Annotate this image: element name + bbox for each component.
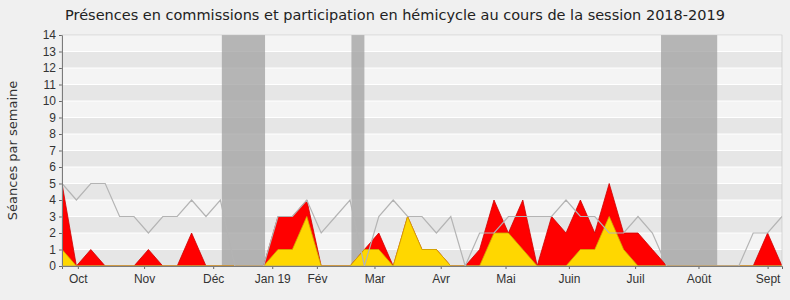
- x-tick: Avr: [432, 266, 450, 286]
- y-tick-mark: [59, 233, 62, 234]
- x-tick: Jan 19: [255, 266, 291, 286]
- x-tick: Août: [687, 266, 712, 286]
- x-tick-label: Jan 19: [255, 272, 291, 286]
- y-tick: 8: [49, 127, 62, 141]
- x-tick-mark: [506, 266, 507, 269]
- y-tick: 0: [49, 259, 62, 273]
- y-tick: 12: [43, 61, 62, 75]
- y-tick: 1: [49, 243, 62, 257]
- background: [0, 0, 790, 300]
- x-tick-mark: [213, 266, 214, 269]
- y-tick-mark: [59, 134, 62, 135]
- y-tick-label: 1: [49, 243, 56, 257]
- y-tick: 9: [49, 111, 62, 125]
- y-tick: 14: [43, 28, 62, 42]
- y-tick-mark: [59, 250, 62, 251]
- y-tick-mark: [59, 101, 62, 102]
- y-axis: 01234567891011121314: [43, 28, 63, 273]
- x-tick-label: Juil: [627, 272, 645, 286]
- y-tick-mark: [59, 184, 62, 185]
- x-tick: Juil: [627, 266, 645, 286]
- x-tick-label: Mar: [365, 272, 386, 286]
- x-tick: Nov: [134, 266, 155, 286]
- y-axis-title: Séances par semaine: [5, 81, 20, 220]
- x-tick-label: Déc: [203, 272, 224, 286]
- y-tick-label: 11: [44, 78, 57, 92]
- x-tick-mark: [441, 266, 442, 269]
- y-tick-label: 12: [43, 61, 57, 75]
- shaded-range: [222, 35, 265, 266]
- x-tick: Mai: [496, 266, 515, 286]
- x-tick-label: Août: [687, 272, 712, 286]
- x-tick-mark: [635, 266, 636, 269]
- y-tick-label: 3: [49, 210, 56, 224]
- y-tick-label: 4: [49, 193, 56, 207]
- y-tick-label: 6: [49, 160, 56, 174]
- y-tick-label: 0: [49, 259, 56, 273]
- title: Présences en commissions et participatio…: [65, 7, 725, 23]
- plot-area: [62, 35, 782, 266]
- x-tick-mark: [698, 266, 699, 269]
- x-tick-label: Mai: [496, 272, 515, 286]
- x-tick-label: Sept: [756, 272, 781, 286]
- marks: [62, 35, 782, 266]
- x-tick-label: Juin: [558, 272, 580, 286]
- y-tick-label: 8: [49, 127, 56, 141]
- y-tick-mark: [59, 52, 62, 53]
- x-tick-label: Nov: [134, 272, 155, 286]
- y-tick: 11: [44, 78, 62, 92]
- y-tick-label: 5: [49, 177, 56, 191]
- line: [62, 184, 782, 267]
- x-tick-mark: [78, 266, 79, 269]
- chart: Oct Nov Déc Jan 19 Fév Mar Avr Mai Juin Juil Août S…: [0, 0, 790, 300]
- x-tick: Fév: [307, 266, 327, 286]
- x-tick-mark: [144, 266, 145, 269]
- x-tick-mark: [374, 266, 375, 269]
- x-tick-mark: [317, 266, 318, 269]
- y-tick-mark: [59, 217, 62, 218]
- y-tick: 4: [49, 193, 62, 207]
- x-tick: Déc: [203, 266, 224, 286]
- area: [62, 184, 782, 267]
- y-tick-label: 14: [43, 28, 57, 42]
- y-tick: 7: [49, 144, 62, 158]
- y-tick-mark: [59, 118, 62, 119]
- y-tick: 3: [49, 210, 62, 224]
- x-tick-label: Oct: [69, 272, 88, 286]
- x-tick: Sept: [756, 266, 781, 286]
- plot-frame: [62, 35, 782, 266]
- y-tick-mark: [59, 167, 62, 168]
- y-tick: 10: [43, 94, 62, 108]
- y-tick: 6: [49, 160, 62, 174]
- y-tick-mark: [59, 200, 62, 201]
- shaded-range: [351, 35, 364, 266]
- y-tick-label: 7: [49, 144, 56, 158]
- x-axis-line: [63, 267, 783, 270]
- y-tick-mark: [59, 35, 62, 36]
- x-tick: Oct: [69, 266, 88, 286]
- y-tick: 2: [49, 226, 62, 240]
- x-tick-mark: [569, 266, 570, 269]
- y-tick-mark: [59, 266, 62, 267]
- y-tick: 13: [43, 45, 62, 59]
- y-tick-mark: [59, 151, 62, 152]
- y-tick-label: 2: [49, 226, 56, 240]
- y-tick-mark: [59, 68, 62, 69]
- x-tick-label: Fév: [307, 272, 327, 286]
- x-tick-label: Avr: [432, 272, 450, 286]
- y-tick-label: 13: [43, 45, 57, 59]
- y-tick-label: 9: [49, 111, 56, 125]
- x-tick: Juin: [558, 266, 580, 286]
- y-tick: 5: [49, 177, 62, 191]
- x-tick-mark: [768, 266, 769, 269]
- shaded-range: [661, 35, 717, 266]
- y-tick-mark: [59, 85, 62, 86]
- x-axis: Oct Nov Déc Jan 19 Fév Mar Avr Mai Juin Juil Août S…: [63, 266, 783, 286]
- grid: [62, 35, 782, 266]
- x-tick-mark: [272, 266, 273, 269]
- x-tick: Mar: [365, 266, 386, 286]
- y-tick-label: 10: [43, 94, 57, 108]
- area: [62, 217, 782, 267]
